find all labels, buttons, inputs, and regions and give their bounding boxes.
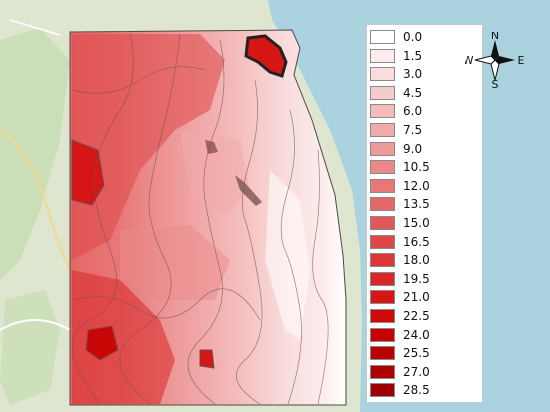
contour-lines [71, 33, 329, 405]
legend-swatch [370, 67, 395, 82]
legend-label: 1.5 [403, 48, 423, 63]
legend-item: 4.5 [367, 85, 482, 103]
legend-label: 15.0 [403, 216, 430, 230]
legend-item: 27.0 [367, 364, 482, 382]
legend-swatch [370, 253, 395, 268]
legend-label: 28.5 [403, 383, 430, 398]
legend-item: 7.5 [367, 122, 482, 140]
legend-swatch [370, 327, 395, 342]
legend-swatch [370, 123, 395, 137]
legend-panel: 0.0 1.5 3.0 4.5 6.0 7.5 9.0 10.5 12.0 13.5 15.0 16.… [366, 24, 483, 403]
heat-zone [72, 270, 175, 404]
legend-item: 3.0 [367, 66, 482, 84]
legend-swatch [370, 160, 395, 175]
road-line [0, 319, 71, 331]
compass-south-label: S [492, 78, 499, 88]
legend-item: 12.0 [367, 178, 482, 196]
hotspot-polygon [244, 34, 288, 78]
legend-item: 19.5 [367, 271, 482, 289]
legend-label: 3.0 [403, 67, 423, 82]
compass-north-label: N [491, 32, 499, 42]
legend-label: 19.5 [403, 271, 430, 286]
compass-east-label: E [518, 54, 525, 67]
legend-swatch [370, 197, 395, 212]
legend-swatch [370, 290, 395, 305]
legend-label: 18.0 [403, 253, 430, 268]
legend-swatch [370, 364, 395, 379]
legend-label: 21.0 [403, 290, 430, 305]
legend-label: 7.5 [403, 123, 423, 137]
legend-swatch [370, 383, 395, 398]
legend-label: 6.0 [403, 104, 423, 119]
heat-zone [199, 349, 215, 369]
legend-item: 18.0 [367, 252, 482, 270]
heat-zone [180, 130, 250, 215]
legend-item: 21.0 [367, 289, 482, 307]
heat-zone [265, 170, 310, 340]
heat-zone [71, 139, 105, 206]
legend-label: 22.5 [403, 309, 430, 323]
legend-label: 12.0 [403, 178, 430, 193]
legend-item: 16.5 [367, 234, 482, 252]
legend-swatch [370, 216, 395, 230]
road-line [0, 129, 71, 271]
heat-zone [85, 325, 119, 361]
legend-swatch [370, 141, 395, 156]
legend-swatch [370, 85, 395, 100]
legend-swatch [370, 48, 395, 63]
legend-label: 27.0 [403, 364, 430, 379]
heat-zone [72, 34, 225, 260]
legend-item: 15.0 [367, 215, 482, 233]
legend-swatch [370, 104, 395, 119]
legend-swatch [370, 309, 395, 323]
legend-item: 22.5 [367, 308, 482, 326]
legend-label: 10.5 [403, 160, 430, 175]
heat-zone [120, 225, 230, 300]
legend-label: 24.0 [403, 327, 430, 342]
vegetation-area [0, 28, 70, 280]
legend-label: 0.0 [403, 30, 423, 44]
legend-item: 24.0 [367, 327, 482, 345]
compass-west-label: W [465, 54, 474, 67]
legend-swatch [370, 271, 395, 286]
legend-swatch [370, 234, 395, 249]
legend-swatch [370, 346, 395, 361]
vegetation-area [0, 290, 60, 405]
legend-item: 0.0 [367, 29, 482, 47]
legend-label: 13.5 [403, 197, 430, 212]
heat-zone [235, 175, 262, 206]
legend-item: 1.5 [367, 48, 482, 66]
legend-item: 10.5 [367, 159, 482, 177]
legend-item: 25.5 [367, 345, 482, 363]
legend-swatch [370, 30, 395, 44]
legend-swatch [370, 178, 395, 193]
legend-label: 16.5 [403, 234, 430, 249]
legend-label: 9.0 [403, 141, 423, 156]
road-line [9, 19, 61, 36]
legend-label: 4.5 [403, 85, 423, 100]
legend-label: 25.5 [403, 346, 430, 361]
legend-item: 6.0 [367, 103, 482, 121]
legend-item: 9.0 [367, 141, 482, 159]
compass-rose-icon: N S W E [463, 29, 525, 91]
legend-item: 28.5 [367, 382, 482, 400]
legend-item: 13.5 [367, 196, 482, 214]
